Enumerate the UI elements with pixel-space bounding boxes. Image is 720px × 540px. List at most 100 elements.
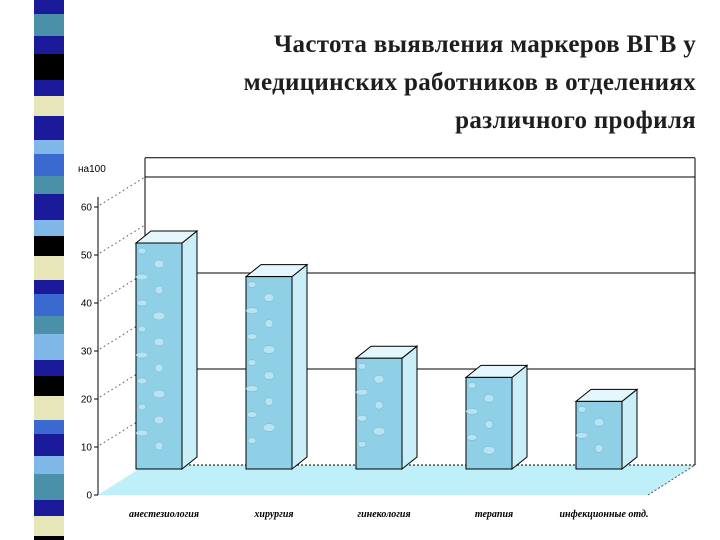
x-tick-label: гинекология <box>357 509 410 520</box>
bar-texture <box>263 371 275 380</box>
bar-texture <box>466 434 478 441</box>
bar-texture <box>245 307 259 314</box>
stripe-block <box>34 280 64 294</box>
bar-texture <box>357 440 367 448</box>
stripe-block <box>34 220 64 236</box>
bar-texture <box>262 345 276 354</box>
bar <box>134 229 199 471</box>
bar-texture <box>264 397 274 406</box>
stripe-block <box>34 474 64 500</box>
chart-title: Частота выявления маркеров ВГВ у медицин… <box>96 26 696 140</box>
stripe-block <box>34 294 64 316</box>
bar-texture <box>153 415 165 425</box>
bar-texture <box>484 420 494 429</box>
bar-side <box>291 263 308 471</box>
stripe-block <box>34 396 64 420</box>
bar-texture <box>154 285 164 295</box>
bar-texture <box>483 394 495 403</box>
bar-texture <box>246 411 258 418</box>
stripe-block <box>34 516 64 536</box>
bar-texture <box>594 444 604 453</box>
bar-side <box>511 364 528 471</box>
stripe-block <box>34 434 64 456</box>
bar-texture <box>263 293 275 302</box>
bar-texture <box>246 333 258 340</box>
y-tick-label: 0 <box>86 491 92 502</box>
title-line: различного профиля <box>455 107 696 134</box>
bar-texture <box>136 377 148 385</box>
stripe-block <box>34 176 64 194</box>
stripe-block <box>34 420 64 434</box>
bar-texture <box>373 374 385 384</box>
bar <box>464 364 529 471</box>
bar-texture <box>247 359 257 366</box>
bar-texture <box>135 273 149 281</box>
bar-texture <box>154 441 164 451</box>
stripe-block <box>34 96 64 116</box>
bar-texture <box>136 299 148 307</box>
bar-texture <box>577 406 587 413</box>
stripe-block <box>34 316 64 334</box>
bar-texture <box>356 414 368 422</box>
bar-texture <box>374 400 384 410</box>
bar-texture <box>465 408 479 415</box>
bar-texture <box>372 426 386 436</box>
stripe-block <box>34 154 64 176</box>
y-tick-label: 10 <box>81 443 93 454</box>
title-line: медицинских работников в отделениях <box>243 69 696 96</box>
y-tick-label: 40 <box>81 299 93 310</box>
bar-texture <box>152 389 166 399</box>
stripe-block <box>34 334 64 360</box>
y-axis-label: на100 <box>78 164 106 175</box>
stripe-gap <box>4 0 34 540</box>
bar-texture <box>153 337 165 347</box>
bar-texture <box>575 432 589 439</box>
x-tick-label: хирургия <box>253 509 293 520</box>
stripe-block <box>34 500 64 516</box>
bar-texture <box>135 429 149 437</box>
bar-texture <box>482 446 496 455</box>
stripe-block <box>34 80 64 96</box>
floor <box>98 465 695 495</box>
stripe-block <box>34 194 64 220</box>
y-tick-label: 60 <box>81 203 93 214</box>
bar-texture <box>593 418 605 427</box>
bar-texture <box>154 363 164 373</box>
title-line: Частота выявления маркеров ВГВ у <box>273 31 696 58</box>
bar-texture <box>355 388 369 396</box>
bar-texture <box>137 403 147 411</box>
bar-side <box>401 345 418 471</box>
bar-texture <box>357 362 367 370</box>
stripe-block <box>34 256 64 280</box>
bar-texture <box>153 259 165 269</box>
bar-texture <box>137 247 147 255</box>
bar-side <box>181 229 198 471</box>
bar-texture <box>245 385 259 392</box>
stripe-block <box>34 456 64 474</box>
stripe-block <box>34 14 64 36</box>
bar <box>244 263 309 471</box>
stripe-block <box>34 116 64 140</box>
bar-texture <box>262 423 276 432</box>
stripe-block <box>34 36 64 54</box>
x-tick-label: терапия <box>475 509 513 520</box>
bar-texture <box>137 325 147 333</box>
bar-texture <box>152 311 166 321</box>
bar-texture <box>247 281 257 288</box>
floor-right-edge <box>647 464 696 496</box>
stripe-block <box>34 360 64 376</box>
stripe-block <box>34 376 64 396</box>
bar <box>574 388 639 471</box>
bar-texture <box>247 437 257 444</box>
stripe-block <box>34 0 64 14</box>
bar-side <box>621 388 638 471</box>
y-tick-label: 20 <box>81 395 93 406</box>
bar-texture <box>135 351 149 359</box>
y-tick-label: 50 <box>81 251 93 262</box>
bar-texture <box>264 319 274 328</box>
stripe-block <box>34 54 64 80</box>
stripe-block <box>34 140 64 154</box>
decorative-stripe <box>4 0 64 540</box>
bar-texture <box>467 382 477 389</box>
bar <box>354 345 419 471</box>
